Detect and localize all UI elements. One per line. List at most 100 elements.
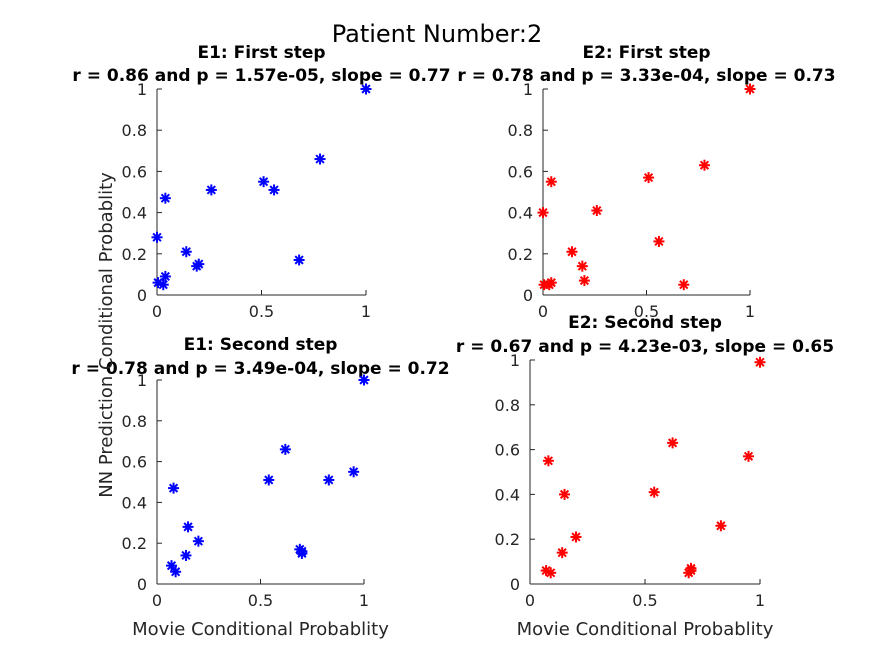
asterisk-stroke [183,522,193,532]
asterisk-stroke [181,247,191,257]
data-point [648,486,660,498]
asterisk-stroke [743,451,754,461]
asterisk-stroke [349,467,359,477]
data-point [263,474,275,486]
asterisk-stroke [538,208,548,218]
asterisk-stroke [166,561,177,571]
data-point [314,153,326,165]
data-point [685,562,697,574]
x-tick-label: 1 [745,302,755,321]
asterisk-stroke [168,483,179,493]
asterisk-stroke [193,536,203,546]
data-point [559,488,570,500]
y-tick-label: 0.4 [495,485,520,504]
asterisk-stroke [160,193,170,203]
asterisk-stroke [557,548,567,558]
data-point [159,192,171,204]
data-point [193,258,205,270]
subplot-stats: r = 0.78 and p = 3.49e-04, slope = 0.72 [71,359,449,379]
asterisk-stroke [686,563,696,573]
asterisk-stroke [699,160,710,170]
subplot-stats: r = 0.86 and p = 1.57e-05, slope = 0.77 [72,66,450,86]
y-tick-label: 0.6 [122,453,147,472]
y-tick-label: 0.6 [508,162,533,181]
y-tick-label: 0.8 [508,121,533,140]
asterisk-stroke [592,205,602,216]
data-point [268,184,280,196]
subplot-e1-first: 0 0.5 1 0 0.2 0.4 0.6 0.8 1 E1: First step r = 0.8… [72,43,450,321]
asterisk-stroke [716,521,726,531]
y-tick-label: 0 [137,575,147,594]
subplot-panels: 0 0.5 1 0 0.2 0.4 0.6 0.8 1 E1: First step r = 0.8… [71,43,835,640]
asterisk-stroke [181,550,191,561]
data-point [576,260,588,272]
data-point [165,560,177,572]
y-tick-label: 0 [510,575,520,594]
asterisk-stroke [297,546,307,556]
asterisk-stroke [269,185,279,195]
data-point [556,547,568,559]
data-point [279,443,291,455]
asterisk-stroke [643,172,654,183]
asterisk-stroke [577,261,587,271]
data-point [192,535,204,547]
data-point [151,231,163,243]
asterisk-stroke [755,357,765,367]
data-point [360,83,372,95]
subplot-e2-first: 0 0.5 1 0 0.2 0.4 0.6 0.8 1 E2: First step r = 0.7… [457,43,835,321]
x-tick-label: 0 [525,591,535,610]
subplot-e2-second: 0 0.5 1 0 0.2 0.4 0.6 0.8 1 E2: Second step r = 0.… [456,313,834,640]
asterisk-stroke [160,271,170,282]
data-point [537,207,549,219]
data-point [545,176,557,188]
subplot-e1-second: 0 0.5 1 0 0.2 0.4 0.6 0.8 1 E1: Second step r = 0.… [71,335,449,640]
y-tick-label: 0.2 [495,530,520,549]
asterisk-stroke [280,444,290,454]
asterisk-stroke [654,236,664,247]
y-tick-label: 0.4 [508,204,533,223]
asterisk-stroke [315,154,325,164]
y-tick-label: 0.2 [122,245,147,264]
data-point [667,437,679,449]
x-tick-label: 1 [361,302,371,321]
asterisk-stroke [571,532,581,542]
asterisk-stroke [546,568,556,578]
asterisk-stroke [171,567,181,577]
asterisk-stroke [546,278,556,288]
asterisk-stroke [567,247,577,257]
data-point [698,159,710,171]
asterisk-stroke [361,84,371,94]
data-point [157,279,169,291]
subplot-stats: r = 0.78 and p = 3.33e-04, slope = 0.73 [457,66,835,86]
data-point [643,172,655,184]
asterisk-stroke [579,275,589,286]
data-point [293,254,305,266]
data-point [754,356,766,368]
subplot-title: E2: Second step [568,313,722,333]
data-point [180,549,192,561]
y-tick-label: 1 [510,351,520,370]
y-tick-label: 1 [137,371,147,390]
figure-suptitle: Patient Number:2 [332,20,543,48]
y-tick-label: 0.2 [508,245,533,264]
data-point [566,246,578,258]
subplot-title: E1: First step [197,43,325,63]
x-tick-label: 0 [538,302,548,321]
asterisk-stroke [559,489,570,499]
data-point [159,270,171,282]
x-axis-label: Movie Conditional Probablity [132,619,389,640]
data-point [323,474,335,486]
asterisk-stroke [294,255,304,265]
y-tick-label: 0.6 [122,162,147,181]
x-tick-label: 0.5 [634,302,659,321]
asterisk-stroke [264,475,274,485]
x-tick-label: 1 [755,591,765,610]
asterisk-stroke [543,456,553,466]
subplot-stats: r = 0.67 and p = 4.23e-03, slope = 0.65 [456,337,834,357]
data-point [168,482,180,494]
x-tick-label: 0.5 [632,591,657,610]
data-point [743,450,754,462]
data-point [678,279,690,291]
